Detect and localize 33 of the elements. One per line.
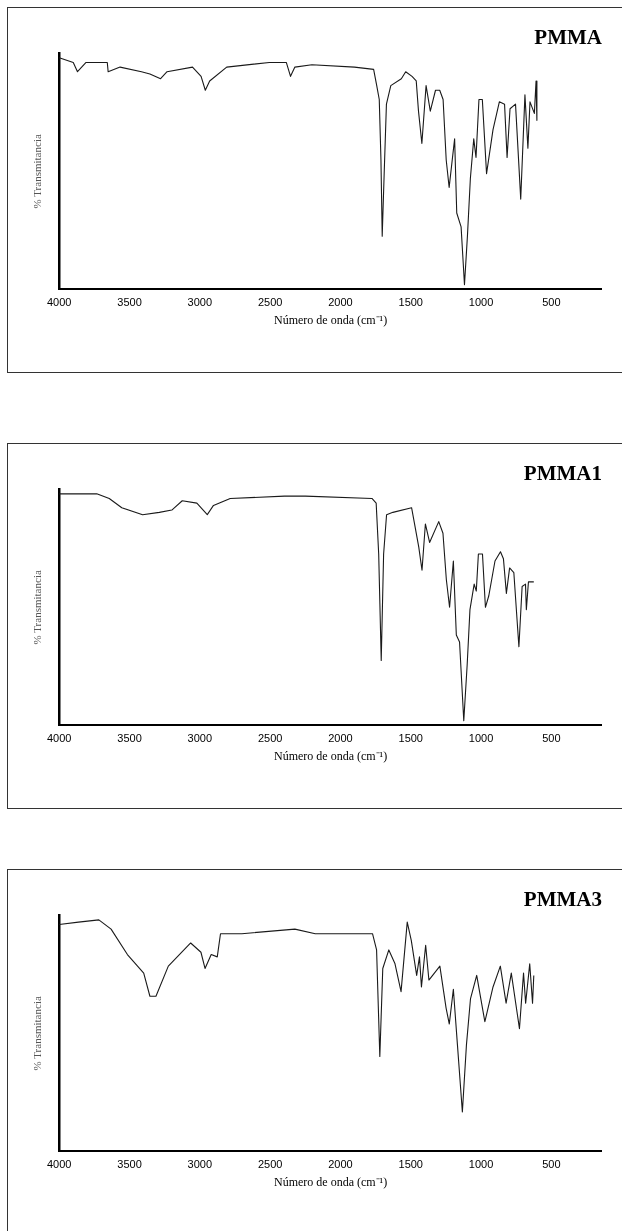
x-tick-label: 2500 <box>257 296 283 309</box>
x-tick-label: 4000 <box>46 1158 72 1171</box>
x-axis-title: Número de onda (cm⁻¹) <box>273 1174 388 1189</box>
x-tick-label: 1500 <box>398 296 423 309</box>
x-tick-label: 3000 <box>187 732 213 745</box>
x-axis-title: Número de onda (cm⁻¹) <box>273 312 388 327</box>
x-tick-label: 3500 <box>117 732 142 745</box>
x-tick-label: 2000 <box>328 1158 353 1171</box>
chart-title: PMMA <box>534 25 603 50</box>
x-axis-title: Número de onda (cm⁻¹) <box>273 748 388 763</box>
x-tick-label: 1500 <box>398 732 423 745</box>
x-tick-label: 2000 <box>328 296 353 309</box>
y-axis-title: % Transmitancia <box>31 570 44 645</box>
x-tick-label: 500 <box>542 296 561 309</box>
x-tick-label: 4000 <box>46 296 72 309</box>
x-tick-label: 1500 <box>398 1158 423 1171</box>
x-tick-label: 500 <box>542 1158 561 1171</box>
x-tick-label: 3500 <box>117 296 142 309</box>
x-tick-label: 2500 <box>257 732 283 745</box>
x-tick-label: 3000 <box>187 296 213 309</box>
chart-title: PMMA3 <box>523 887 602 912</box>
x-tick-label: 3000 <box>187 1158 213 1171</box>
x-tick-label: 1000 <box>468 732 494 745</box>
y-axis-title: % Transmitancia <box>31 996 44 1071</box>
y-axis-title: % Transmitancia <box>31 134 44 209</box>
x-tick-label: 1000 <box>468 1158 494 1171</box>
x-tick-label: 2000 <box>328 732 353 745</box>
x-tick-label: 3500 <box>117 1158 142 1171</box>
chart-title: PMMA1 <box>523 461 602 486</box>
x-tick-label: 4000 <box>46 732 72 745</box>
x-tick-label: 1000 <box>468 296 494 309</box>
x-tick-label: 2500 <box>257 1158 283 1171</box>
x-tick-label: 500 <box>542 732 561 745</box>
